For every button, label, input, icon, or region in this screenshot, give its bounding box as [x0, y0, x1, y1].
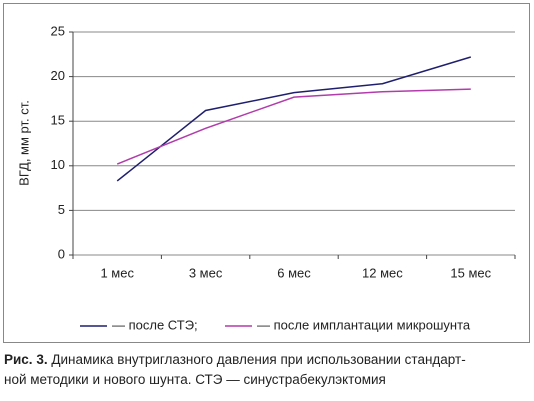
y-tick-label: 10 [51, 157, 65, 172]
y-tick-label: 5 [58, 202, 65, 217]
legend-label: — после имплантации микрошунта [257, 317, 471, 332]
y-axis-label: ВГД, мм рт. ст. [16, 100, 31, 186]
y-tick-label: 0 [58, 246, 65, 261]
caption: Рис. 3. Динамика внутриглазного давления… [4, 350, 532, 390]
x-tick-label: 3 мес [189, 265, 223, 280]
caption-line: ной методики и нового шунта. СТЭ — синус… [4, 372, 386, 387]
x-tick-label: 12 мес [362, 265, 403, 280]
legend-label: — после СТЭ; [112, 317, 198, 332]
x-tick-label: 6 мес [277, 265, 311, 280]
caption-line: Динамика внутриглазного давления при исп… [51, 352, 466, 367]
x-tick-label: 15 мес [450, 265, 491, 280]
y-tick-label: 25 [51, 23, 65, 38]
series-line [116, 88, 471, 165]
chart-frame [3, 3, 530, 343]
caption-label: Рис. 3. [4, 352, 48, 367]
y-tick-label: 15 [51, 113, 65, 128]
chart: ВГД, мм рт. ст. 0 5 10 15 20 25 1 мес 3 мес 6 ме… [3, 3, 530, 343]
series-line [116, 56, 472, 182]
x-tick-label: 1 мес [100, 265, 134, 280]
y-tick-label: 20 [51, 68, 65, 83]
